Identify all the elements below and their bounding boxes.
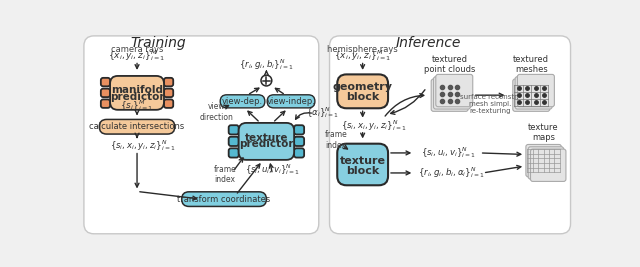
Text: texture
maps: texture maps [528, 123, 559, 142]
Text: $\{s_i, u_i, v_i\}_{i=1}^{N}$: $\{s_i, u_i, v_i\}_{i=1}^{N}$ [421, 146, 476, 160]
Text: $\{r_i, g_i, b_i\}_{i=1}^{N}$: $\{r_i, g_i, b_i\}_{i=1}^{N}$ [239, 57, 294, 72]
Text: textured
meshes: textured meshes [513, 55, 549, 74]
Text: texture: texture [244, 132, 288, 143]
FancyBboxPatch shape [337, 144, 388, 185]
FancyBboxPatch shape [228, 148, 239, 158]
Text: frame
index: frame index [214, 165, 236, 184]
FancyBboxPatch shape [101, 78, 110, 86]
Text: block: block [346, 166, 380, 176]
Text: $\{x_i, y_i, z_i\}_{i=1}^{M}$: $\{x_i, y_i, z_i\}_{i=1}^{M}$ [334, 48, 391, 63]
FancyBboxPatch shape [294, 125, 304, 135]
FancyBboxPatch shape [84, 36, 319, 234]
FancyBboxPatch shape [239, 123, 294, 160]
Text: $\{s_i\}_{i=1}^{M}$: $\{s_i\}_{i=1}^{M}$ [120, 98, 154, 113]
FancyBboxPatch shape [164, 99, 173, 108]
FancyBboxPatch shape [526, 144, 561, 177]
FancyBboxPatch shape [220, 95, 265, 108]
Text: view-indep.: view-indep. [267, 97, 316, 106]
FancyBboxPatch shape [515, 77, 552, 109]
FancyBboxPatch shape [294, 137, 304, 146]
Text: Inference: Inference [396, 36, 461, 50]
Text: textured
point clouds: textured point clouds [424, 55, 476, 74]
Text: block: block [346, 92, 380, 102]
FancyBboxPatch shape [337, 74, 388, 108]
FancyBboxPatch shape [101, 99, 110, 108]
Text: $\{x_i, y_i, z_i\}_{i=1}^{M}$: $\{x_i, y_i, z_i\}_{i=1}^{M}$ [108, 48, 166, 63]
FancyBboxPatch shape [330, 36, 570, 234]
Text: geometry: geometry [333, 83, 393, 92]
FancyBboxPatch shape [164, 78, 173, 86]
FancyBboxPatch shape [528, 147, 564, 179]
Text: $\{s_i, x_i, y_i, z_i\}_{i=1}^{N}$: $\{s_i, x_i, y_i, z_i\}_{i=1}^{N}$ [341, 118, 407, 133]
FancyBboxPatch shape [433, 77, 470, 109]
FancyBboxPatch shape [101, 89, 110, 97]
Text: transform coordinates: transform coordinates [177, 195, 271, 204]
Text: predictor: predictor [239, 139, 294, 150]
FancyBboxPatch shape [228, 137, 239, 146]
FancyBboxPatch shape [228, 125, 239, 135]
Circle shape [261, 75, 272, 86]
Text: view-dep.: view-dep. [222, 97, 263, 106]
FancyBboxPatch shape [436, 74, 473, 107]
Text: predictor: predictor [110, 92, 164, 102]
FancyBboxPatch shape [182, 192, 266, 206]
Text: $\{r_i, g_i, b_i, \alpha_i\}_{i=1}^{N}$: $\{r_i, g_i, b_i, \alpha_i\}_{i=1}^{N}$ [418, 166, 484, 180]
Text: texture: texture [340, 156, 386, 166]
FancyBboxPatch shape [431, 79, 468, 111]
Text: $\{s_i, u_i, v_i\}_{i=1}^{N}$: $\{s_i, u_i, v_i\}_{i=1}^{N}$ [245, 162, 300, 177]
Text: view
direction: view direction [200, 103, 234, 122]
FancyBboxPatch shape [164, 89, 173, 97]
Text: hemisphere rays: hemisphere rays [327, 45, 398, 54]
Text: surface reconstr.
mesh simpl.
re-texturing: surface reconstr. mesh simpl. re-texturi… [460, 95, 519, 115]
Text: camera rays: camera rays [111, 45, 163, 54]
Text: calculate intersections: calculate intersections [90, 122, 185, 131]
FancyBboxPatch shape [531, 149, 566, 181]
FancyBboxPatch shape [517, 74, 554, 107]
FancyBboxPatch shape [294, 148, 304, 158]
FancyBboxPatch shape [110, 76, 164, 110]
Text: manifold: manifold [111, 85, 163, 95]
FancyBboxPatch shape [513, 79, 550, 111]
Text: $\{s_i, x_i, y_i, z_i\}_{i=1}^{N}$: $\{s_i, x_i, y_i, z_i\}_{i=1}^{N}$ [110, 138, 176, 153]
Text: frame
index: frame index [324, 130, 347, 150]
Text: Training: Training [131, 36, 186, 50]
FancyBboxPatch shape [267, 95, 315, 108]
FancyBboxPatch shape [99, 119, 175, 134]
Text: $\{\alpha_i\}_{i=1}^{N}$: $\{\alpha_i\}_{i=1}^{N}$ [306, 105, 339, 120]
